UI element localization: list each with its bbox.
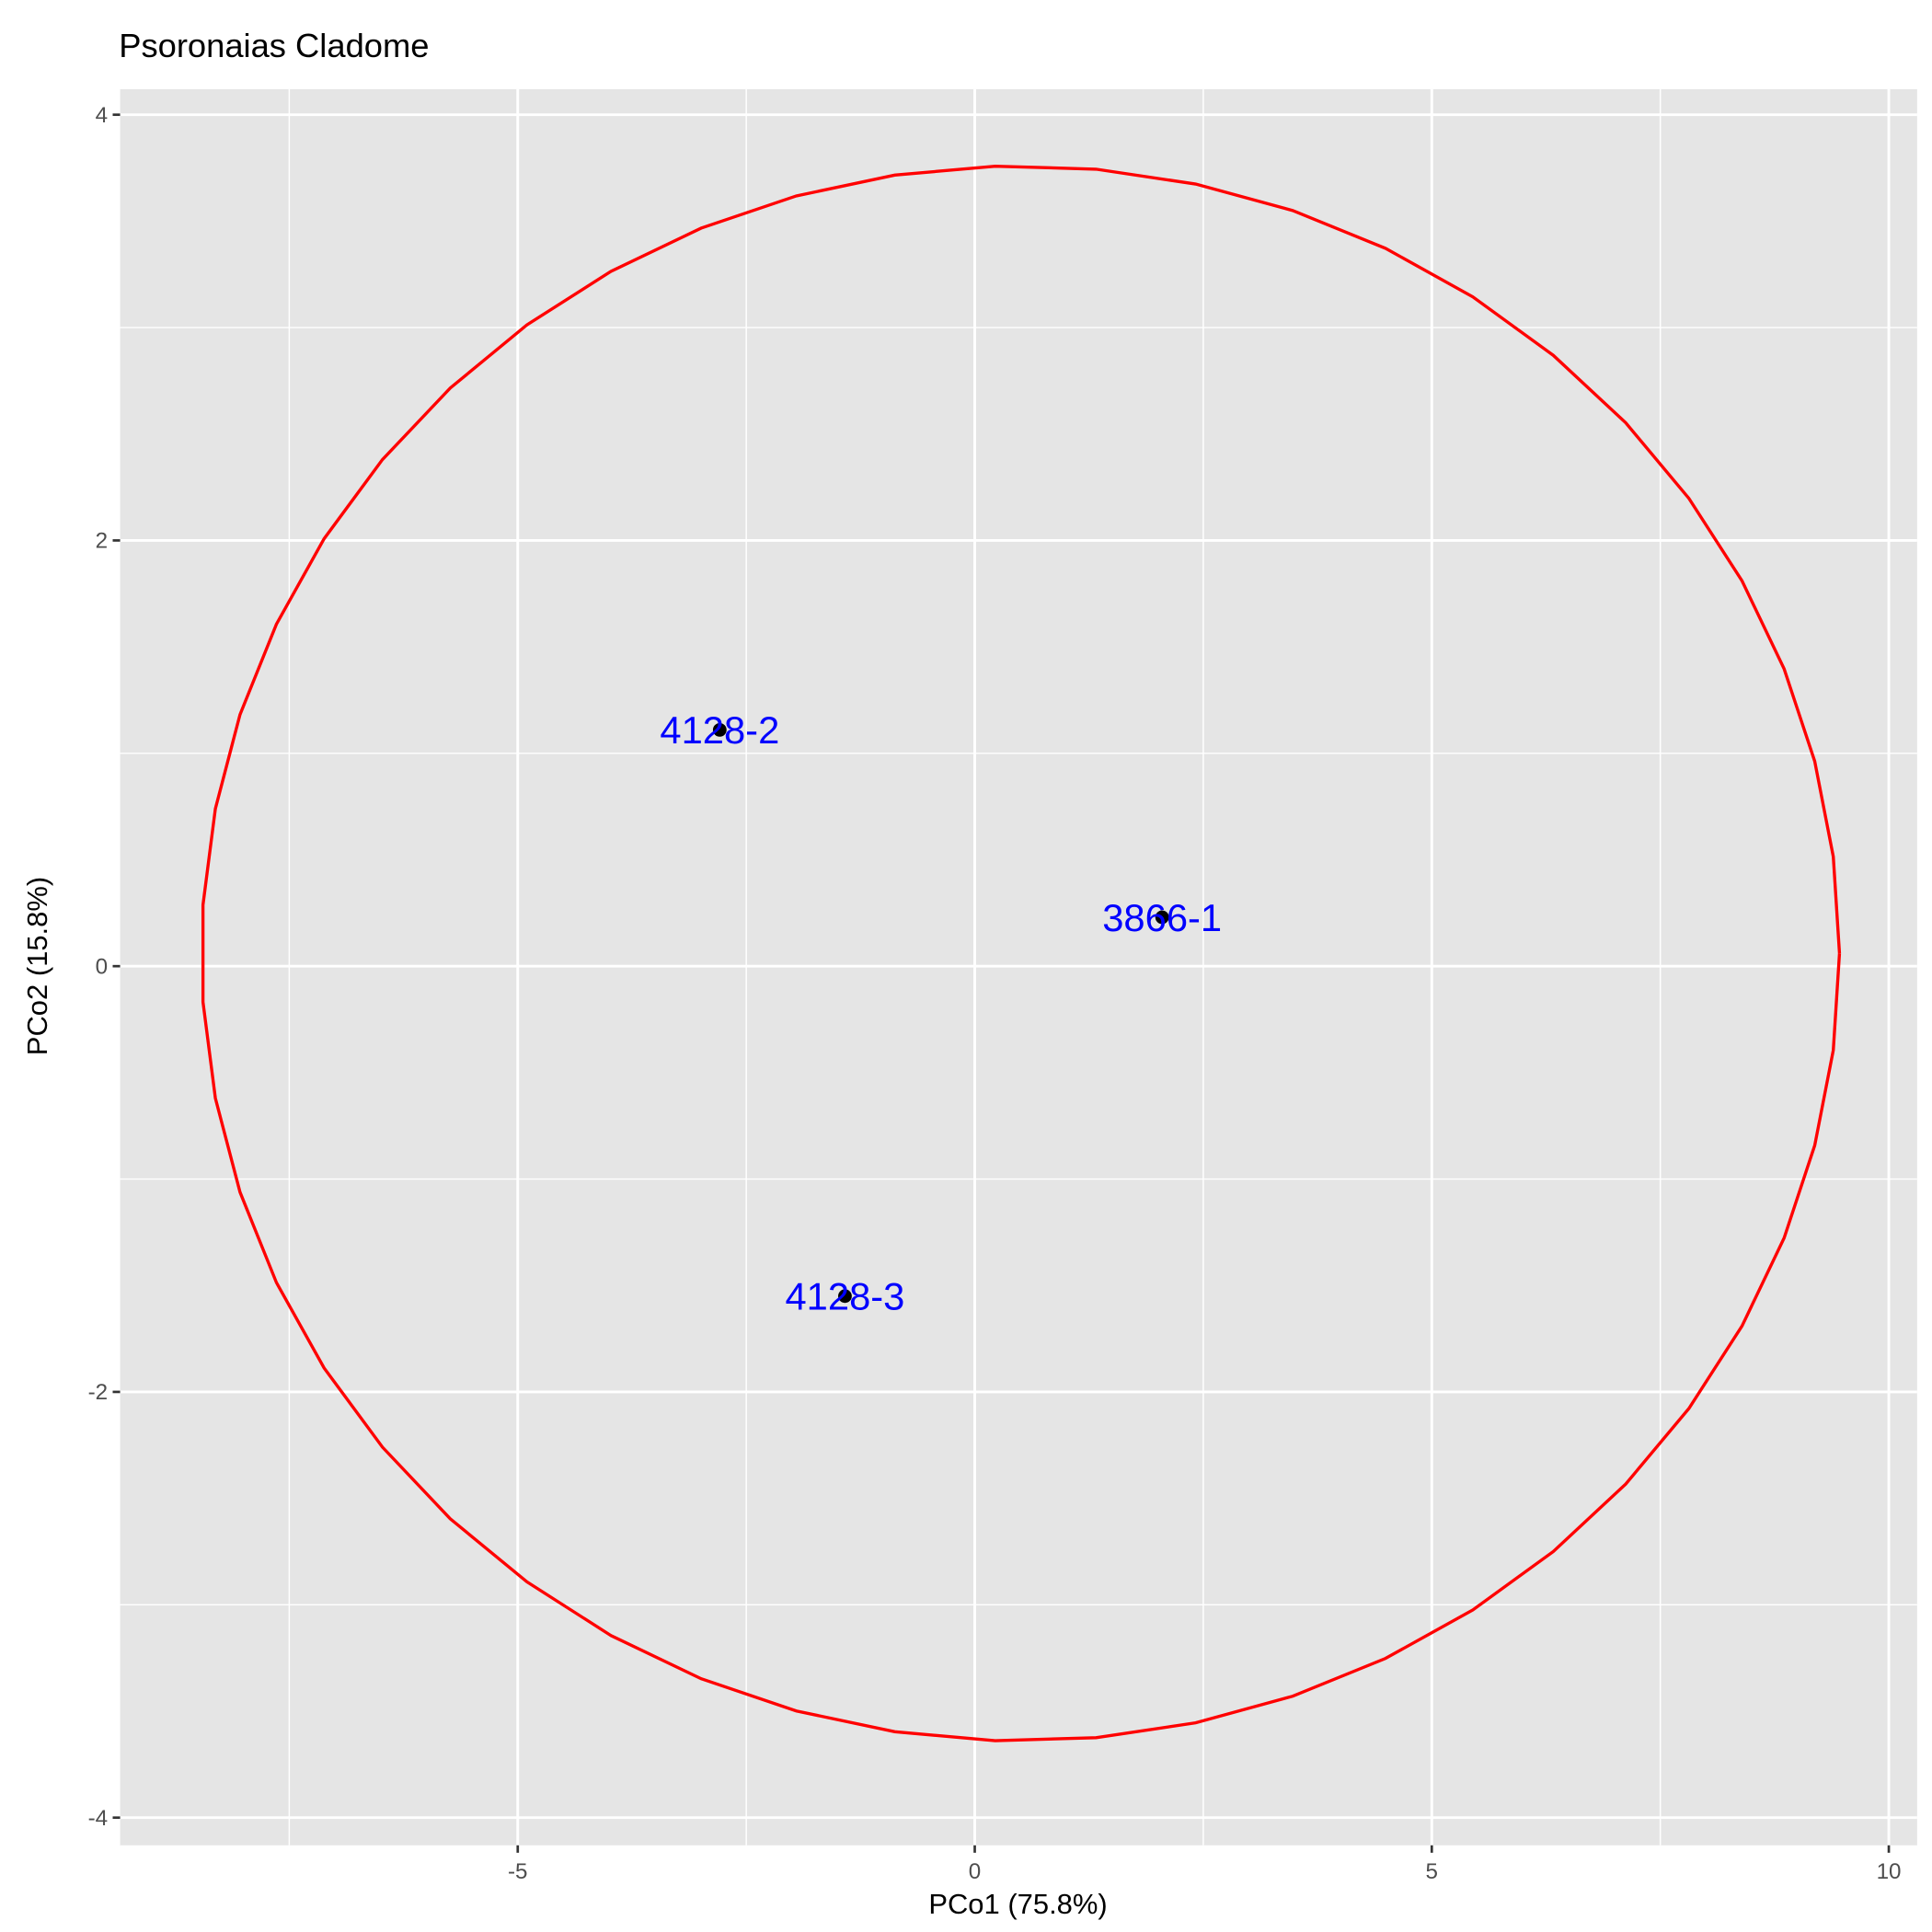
x-tick-label: 0 — [969, 1859, 981, 1884]
x-tick-label: 10 — [1877, 1859, 1902, 1884]
confidence-ellipse — [201, 164, 1842, 1742]
x-tick-label: 5 — [1426, 1859, 1438, 1884]
point-label: 4128-2 — [660, 708, 779, 752]
y-tick-label: 4 — [96, 103, 108, 128]
y-axis-title: PCo2 (15.8%) — [21, 877, 53, 1055]
grid-major — [120, 88, 1917, 1846]
y-tick-label: -2 — [88, 1380, 109, 1405]
y-tick-label: -4 — [88, 1806, 109, 1831]
points-layer: 4128-2 3866-1 4128-3 — [660, 708, 1222, 1317]
point-label: 3866-1 — [1102, 896, 1222, 939]
x-tick-label: -5 — [508, 1859, 528, 1884]
chart-title: Psoronaias Cladome — [119, 27, 429, 64]
axis-ticks: -5 0 5 10 -4 -2 0 2 4 — [88, 103, 1902, 1884]
y-tick-label: 2 — [96, 529, 108, 554]
y-tick-label: 0 — [96, 954, 108, 979]
x-axis-title: PCo1 (75.8%) — [928, 1888, 1107, 1920]
ellipse-layer — [201, 164, 1842, 1742]
data-point — [838, 1289, 852, 1304]
data-point — [1155, 910, 1169, 925]
data-point — [712, 722, 727, 737]
point-label: 4128-3 — [785, 1275, 904, 1318]
